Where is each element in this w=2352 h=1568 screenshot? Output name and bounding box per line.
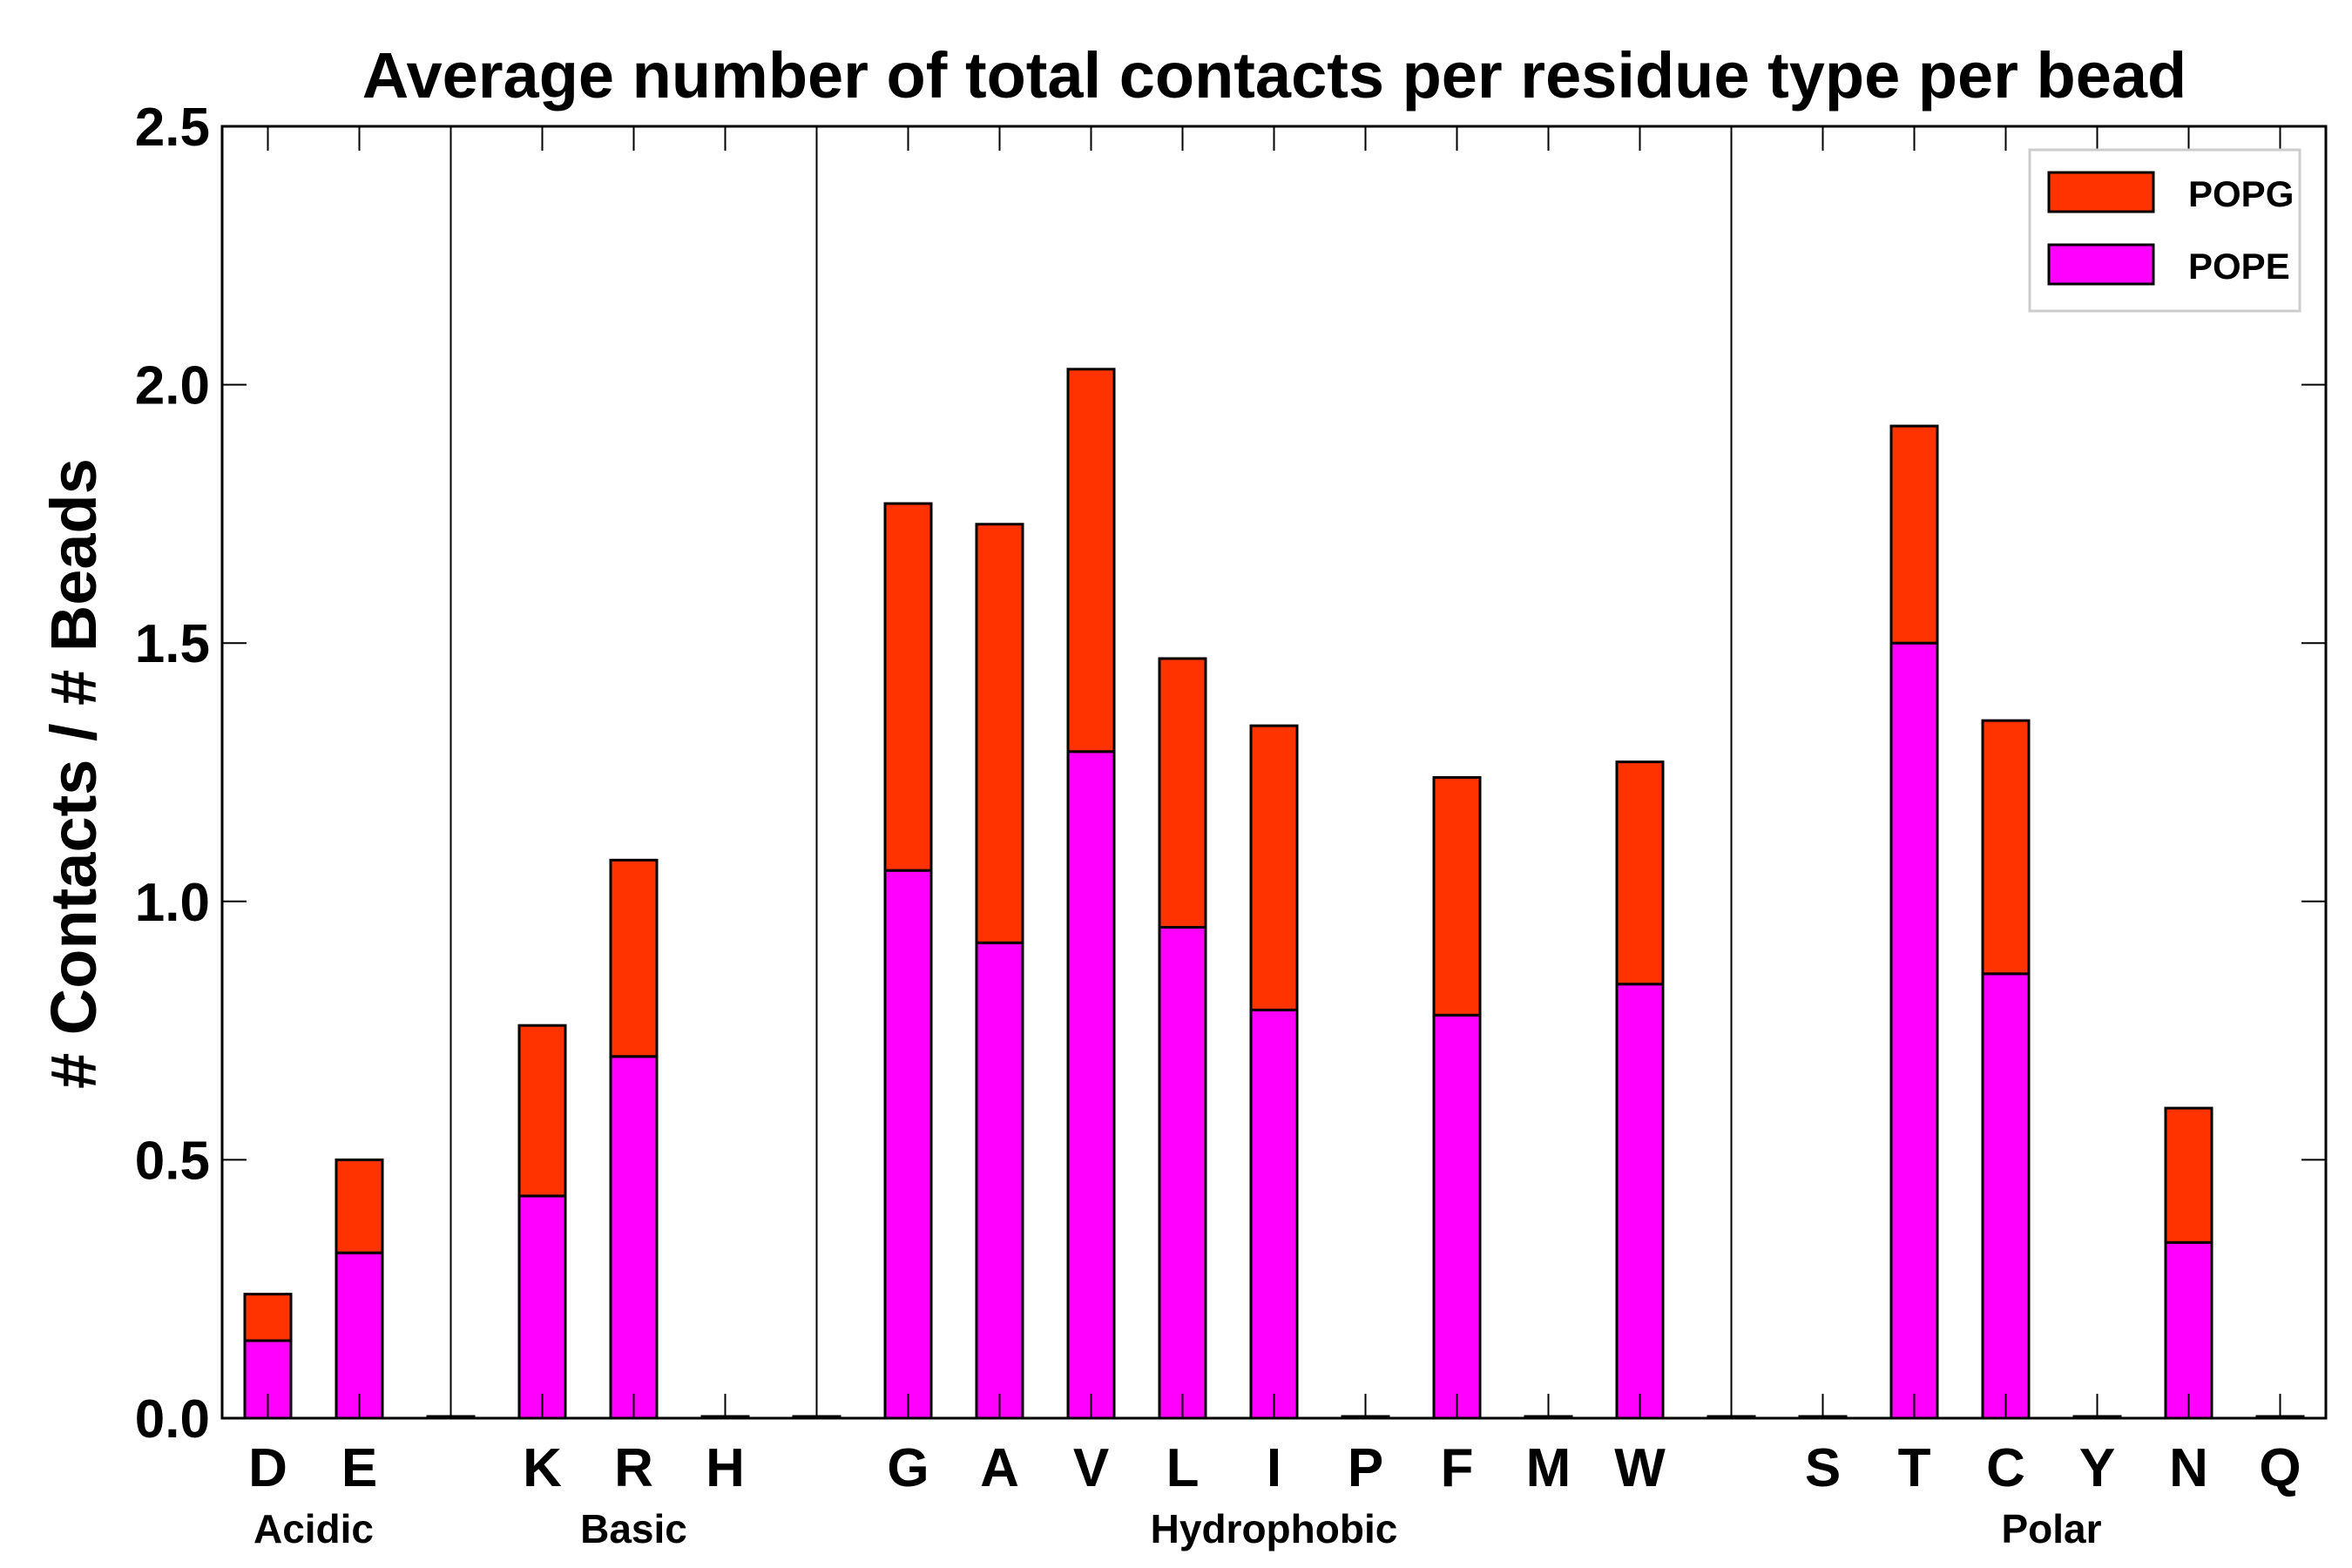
bar-popg-W	[1615, 760, 1665, 986]
x-tick-label: I	[1267, 1438, 1281, 1498]
bar-pope-I	[1249, 1008, 1299, 1420]
x-tick-label: R	[614, 1438, 653, 1498]
group-dividers	[449, 126, 1733, 1418]
bar-popg-R	[609, 858, 659, 1058]
x-tick-label: E	[341, 1438, 377, 1498]
y-tick-label: 2.0	[135, 356, 210, 416]
legend-label-popg: POPG	[2188, 173, 2294, 214]
legend: POPG POPE	[2028, 148, 2301, 313]
bars	[243, 368, 2305, 1420]
bar-popg-T	[1889, 424, 1939, 645]
x-tick-label: F	[1441, 1438, 1474, 1498]
x-tick-label: K	[523, 1438, 562, 1498]
bar-popg-I	[1249, 724, 1299, 1011]
group-label: Polar	[2001, 1506, 2101, 1551]
bar-popg-A	[975, 523, 1024, 944]
bar-pope-F	[1432, 1013, 1482, 1420]
bar-popg-G	[883, 502, 933, 872]
x-tick-label: N	[2169, 1438, 2208, 1498]
bar-pope-G	[883, 868, 933, 1420]
bar-popg-N	[2164, 1106, 2213, 1244]
bar-popg-D	[243, 1293, 293, 1342]
chart-title: Average number of total contacts per res…	[362, 39, 2186, 112]
y-tick-label: 0.0	[135, 1389, 210, 1450]
bar-popg-K	[517, 1024, 567, 1198]
x-tick-label: Y	[2079, 1438, 2115, 1498]
bar-pope-K	[517, 1194, 567, 1420]
x-tick-label: W	[1614, 1438, 1666, 1498]
bar-pope-N	[2164, 1240, 2213, 1420]
y-tick-label: 1.5	[135, 614, 210, 674]
x-tick-label: S	[1805, 1438, 1841, 1498]
y-axis-label: # Contacts / # Beads	[37, 458, 110, 1089]
x-tick-label: L	[1166, 1438, 1200, 1498]
bar-pope-E	[335, 1251, 384, 1420]
x-tick-label: H	[706, 1438, 745, 1498]
y-tick-label: 1.0	[135, 873, 210, 933]
group-label: Acidic	[253, 1506, 374, 1551]
bar-popg-L	[1158, 657, 1207, 929]
bar-pope-L	[1158, 925, 1207, 1420]
x-tick-label: M	[1526, 1438, 1571, 1498]
x-tick-label: V	[1073, 1438, 1109, 1498]
bar-pope-V	[1066, 750, 1116, 1420]
bar-pope-R	[609, 1055, 659, 1420]
bar-pope-A	[975, 941, 1024, 1420]
x-tick-label: Q	[2259, 1438, 2301, 1498]
y-tick-label: 0.5	[135, 1131, 210, 1191]
legend-swatch-pope	[2047, 243, 2155, 286]
legend-swatch-popg	[2047, 171, 2155, 213]
axes	[220, 125, 2328, 1420]
x-tick-label: A	[980, 1438, 1019, 1498]
bar-popg-E	[335, 1158, 384, 1254]
x-tick-label: C	[1986, 1438, 2025, 1498]
tick-labels: 0.0 0.5 1.0 1.5 2.0 2.5 D E K R H G A V L I P F M W S T C Y N Q Ac…	[135, 98, 2301, 1551]
x-tick-label: P	[1348, 1438, 1383, 1498]
x-tick-label: T	[1898, 1438, 1931, 1498]
x-tick-label: D	[248, 1438, 287, 1498]
bar-pope-C	[1981, 972, 2031, 1420]
y-tick-label: 2.5	[135, 98, 210, 158]
x-tick-label: G	[887, 1438, 929, 1498]
group-label: Basic	[580, 1506, 687, 1551]
legend-label-pope: POPE	[2188, 246, 2290, 287]
bar-pope-W	[1615, 983, 1665, 1420]
group-label: Hydrophobic	[1151, 1506, 1398, 1551]
bar-popg-V	[1066, 368, 1116, 754]
bar-popg-F	[1432, 775, 1482, 1017]
bar-pope-T	[1889, 641, 1939, 1420]
bar-popg-C	[1981, 719, 2031, 976]
